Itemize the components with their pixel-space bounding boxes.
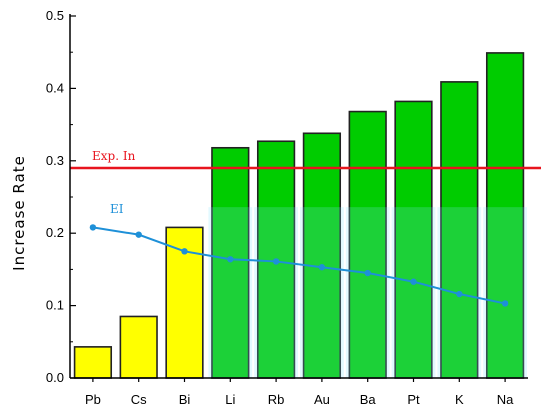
x-tick-label-rb: Rb — [268, 392, 285, 407]
x-tick-label-na: Na — [497, 392, 514, 407]
bar-shade-ba — [345, 207, 390, 378]
bar-shade-li — [208, 207, 253, 378]
ei-point-cs — [135, 231, 142, 238]
x-tick-label-cs: Cs — [131, 392, 147, 407]
x-tick-label-pb: Pb — [85, 392, 101, 407]
bar-shade-au — [300, 207, 344, 378]
y-tick-label: 0.4 — [46, 80, 64, 95]
bar-na — [485, 52, 525, 379]
bar-shade-na — [483, 207, 527, 378]
x-tick-label-au: Au — [314, 392, 330, 407]
bars-group — [73, 52, 525, 379]
y-tick-label: 0.3 — [46, 153, 64, 168]
y-tick-label: 0.1 — [46, 298, 64, 313]
reference-line-group: Exp. In — [70, 149, 541, 170]
ei-point-li — [227, 256, 234, 263]
reference-line-label: Exp. In — [92, 149, 136, 163]
y-axis-title: Increase Rate — [10, 155, 28, 271]
ei-point-au — [318, 264, 326, 271]
ei-series-label: EI — [110, 202, 124, 216]
ei-series-group: EI — [89, 202, 509, 307]
bar-au — [302, 132, 342, 379]
ei-point-ba — [364, 269, 371, 277]
x-tick-label-bi: Bi — [179, 392, 191, 407]
bar-shade-pt — [391, 207, 436, 378]
x-tick-label-pt: Pt — [407, 392, 420, 407]
ei-point-pt — [410, 278, 417, 285]
ei-point-k — [456, 290, 463, 298]
ei-point-pb — [89, 224, 97, 231]
x-tick-label-li: Li — [225, 392, 235, 407]
ei-point-na — [501, 300, 509, 307]
shade-overlay-group — [208, 207, 527, 378]
ei-point-rb — [272, 258, 280, 265]
bar-pb — [73, 346, 113, 379]
bar-pt — [394, 100, 433, 379]
y-tick-label: 0.5 — [46, 8, 64, 23]
x-tick-label-ba: Ba — [360, 392, 377, 407]
bar-shade-rb — [254, 207, 298, 378]
y-tick-label: 0.2 — [46, 225, 64, 240]
bar-cs — [119, 315, 158, 379]
axes-group: 0.0 0.1 0.2 0.3 0.4 0.5 Pb Cs Bi Li Rb Au Ba Pt K Na — [46, 8, 528, 407]
ei-line — [92, 226, 506, 305]
ei-point-bi — [181, 248, 188, 255]
x-tick-label-k: K — [455, 392, 464, 407]
y-tick-label: 0.0 — [46, 370, 64, 385]
bar-li — [211, 146, 250, 379]
